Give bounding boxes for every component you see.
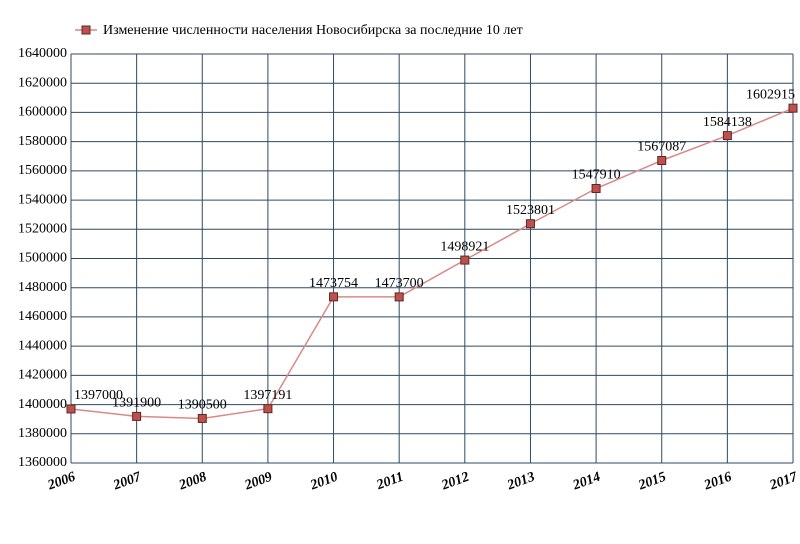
x-tick-label: 2007 [111,469,144,493]
x-tick-label: 2011 [374,470,406,494]
data-label: 1397000 [74,388,123,403]
y-tick-label: 1560000 [18,163,67,178]
y-tick-label: 1620000 [18,75,67,90]
x-tick-label: 2015 [636,470,668,494]
data-label: 1498921 [440,239,489,254]
y-tick-label: 1520000 [18,222,67,237]
data-label: 1390500 [178,398,227,413]
point-marker [657,156,667,166]
point-marker [788,103,798,113]
x-tick-label: 2014 [570,470,602,494]
point-marker [525,219,535,229]
y-tick-label: 1380000 [18,426,67,441]
legend: Изменение численности населения Новосиби… [75,23,523,38]
y-tick-label: 1480000 [18,280,67,295]
y-tick-label: 1420000 [18,368,67,383]
x-tick-label: 2008 [176,470,208,494]
data-label: 1523801 [506,203,555,218]
point-marker [263,404,273,414]
point-marker [66,404,76,414]
y-tick-label: 1580000 [18,134,67,149]
y-tick-label: 1440000 [18,338,67,353]
point-marker [394,292,404,302]
point-marker [460,255,470,265]
data-label: 1602915 [746,87,795,102]
data-label: 1391900 [112,396,161,411]
x-tick-label: 2013 [505,470,537,494]
y-tick-label: 1600000 [18,105,67,120]
y-tick-label: 1360000 [18,455,67,470]
x-tick-label: 2006 [45,470,77,494]
point-marker [591,184,601,194]
x-tick-label: 2017 [767,469,800,493]
point-marker [329,292,339,302]
data-label: 1397191 [243,388,292,403]
y-tick-label: 1540000 [18,192,67,207]
x-tick-label: 2010 [308,470,340,494]
y-tick-label: 1640000 [18,46,67,61]
point-marker [197,413,207,423]
x-tick-label: 2012 [439,470,471,494]
y-tick-label: 1400000 [18,397,67,412]
data-label: 1584138 [703,115,752,130]
x-tick-label: 2016 [701,470,733,494]
legend-label: Изменение численности населения Новосиби… [103,23,523,38]
data-label: 1547910 [572,168,621,183]
point-marker [722,131,732,141]
series-line [70,107,794,420]
data-label: 1473754 [309,276,358,291]
point-marker [132,411,142,421]
data-label: 1473700 [375,276,424,291]
data-label: 1567087 [637,140,686,155]
y-tick-label: 1500000 [18,251,67,266]
legend-marker [81,25,91,35]
y-tick-label: 1460000 [18,309,67,324]
x-tick-label: 2009 [242,470,274,494]
